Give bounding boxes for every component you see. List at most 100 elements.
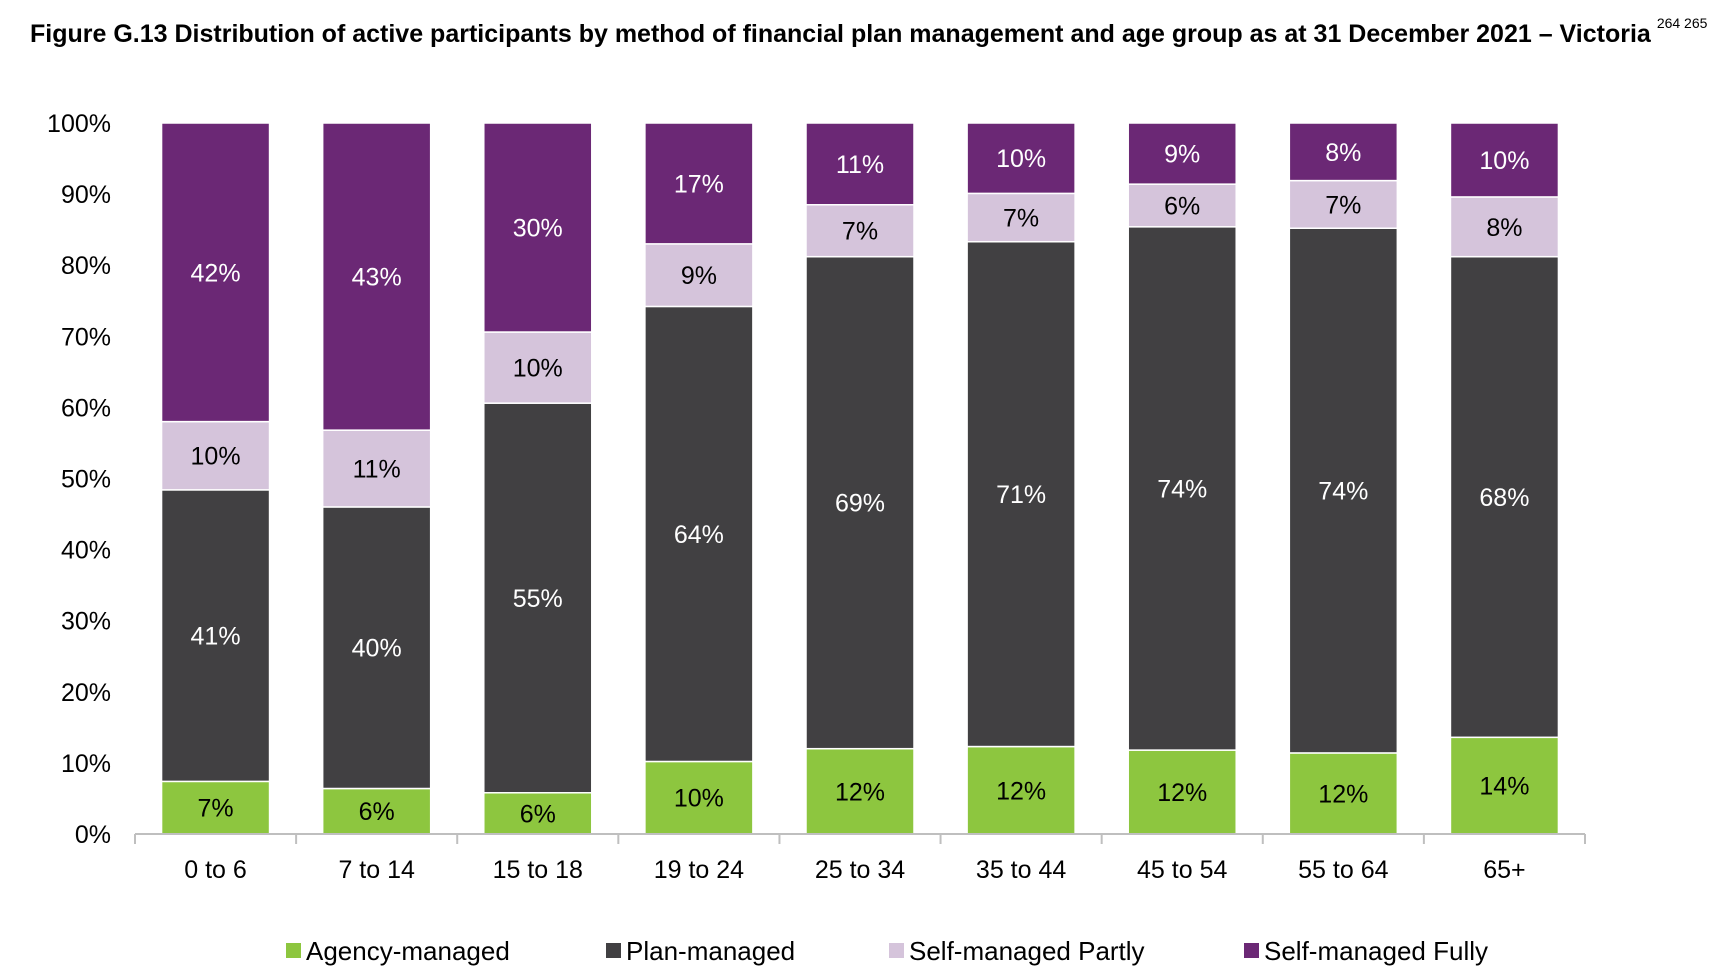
y-tick-label: 0% <box>75 821 111 849</box>
y-tick-label: 40% <box>61 537 111 565</box>
bar-segment <box>966 122 1076 195</box>
data-label: 30% <box>513 215 563 243</box>
x-tick-label: 19 to 24 <box>654 856 744 884</box>
legend-item: Agency-managed <box>286 936 510 966</box>
data-label: 6% <box>520 800 556 828</box>
legend-label: Self-managed Partly <box>909 936 1145 966</box>
bar-segment <box>966 240 1076 748</box>
data-label: 10% <box>674 785 724 813</box>
bar-segment <box>805 122 915 206</box>
bar-segment <box>483 402 593 794</box>
data-label: 11% <box>836 151 884 179</box>
bar-segment <box>966 745 1076 835</box>
bar-segment <box>805 204 915 258</box>
x-tick-label: 25 to 34 <box>815 856 905 884</box>
x-tick-label: 15 to 18 <box>493 856 583 884</box>
y-tick-label: 100% <box>47 110 111 138</box>
data-label: 74% <box>1318 478 1368 506</box>
bar-segment <box>160 489 271 783</box>
bars: 7% 41% 10% 42% 6% 40% 11% 43% 6% 55% 10% 30% 10% 64% 9… <box>160 122 1560 835</box>
x-tick-label: 65+ <box>1483 856 1525 884</box>
y-axis: 0% 10% 20% 30% 40% 50% 60% 70% 80% 90% 100% <box>47 110 111 849</box>
bar-segment <box>805 747 915 835</box>
bar-segment <box>483 331 593 404</box>
bar-segment <box>483 122 593 333</box>
bar-stack: 12% 74% 6% 9% <box>1127 122 1237 835</box>
data-label: 8% <box>1486 214 1522 242</box>
data-label: 74% <box>1157 475 1207 503</box>
bar-segment <box>160 780 271 835</box>
legend-swatch <box>606 943 621 958</box>
data-label: 55% <box>513 585 563 613</box>
data-label: 11% <box>353 456 401 484</box>
legend-swatch <box>889 943 904 958</box>
legend-item: Plan-managed <box>606 936 795 966</box>
data-label: 69% <box>835 490 885 518</box>
bar-stack: 12% 69% 7% 11% <box>805 122 915 835</box>
bar-stack: 12% 71% 7% 10% <box>966 122 1076 835</box>
data-label: 9% <box>1164 141 1200 169</box>
bar-stack: 6% 55% 10% 30% <box>483 122 593 835</box>
data-label: 7% <box>842 218 878 246</box>
bar-segment <box>321 506 432 790</box>
legend-label: Plan-managed <box>626 936 795 966</box>
data-label: 17% <box>674 170 724 198</box>
data-label: 41% <box>191 623 241 651</box>
bar-segment <box>1449 122 1560 198</box>
data-label: 14% <box>1479 773 1529 801</box>
legend: Agency-managed Plan-managed Self-managed P… <box>286 936 1488 966</box>
legend-item: Self-managed Partly <box>889 936 1145 966</box>
data-label: 10% <box>513 355 563 383</box>
x-tick-label: 55 to 64 <box>1298 856 1388 884</box>
data-label: 71% <box>996 481 1046 509</box>
bar-segment <box>644 122 754 245</box>
bar-segment <box>483 792 593 835</box>
data-label: 6% <box>359 798 395 826</box>
data-label: 10% <box>996 145 1046 173</box>
y-tick-label: 30% <box>61 608 111 636</box>
bar-stack: 10% 64% 9% 17% <box>644 122 754 835</box>
y-tick-label: 80% <box>61 252 111 280</box>
legend-swatch <box>286 943 301 958</box>
data-label: 6% <box>1164 192 1200 220</box>
bar-segment <box>805 255 915 750</box>
bar-segment <box>644 305 754 763</box>
data-label: 43% <box>352 264 402 292</box>
bar-segment <box>1288 227 1399 754</box>
data-label: 7% <box>1325 191 1361 219</box>
bar-segment <box>1288 122 1399 182</box>
data-label: 64% <box>674 521 724 549</box>
bar-segment <box>644 243 754 308</box>
y-tick-label: 70% <box>61 323 111 351</box>
data-label: 10% <box>191 443 241 471</box>
y-tick-label: 20% <box>61 679 111 707</box>
bar-segment <box>1127 183 1237 228</box>
x-tick-label: 35 to 44 <box>976 856 1066 884</box>
bar-segment <box>160 420 271 491</box>
figure-title: Figure G.13 Distribution of active parti… <box>30 6 1720 52</box>
bar-segment <box>966 192 1076 243</box>
x-tick-label: 7 to 14 <box>338 856 415 884</box>
y-tick-label: 10% <box>61 750 111 778</box>
bar-stack: 7% 41% 10% 42% <box>160 122 271 835</box>
x-axis: 0 to 6 7 to 14 15 to 18 19 to 24 25 to 34 35 … <box>134 833 1586 884</box>
data-label: 8% <box>1325 139 1361 167</box>
bar-stack: 14% 68% 8% 10% <box>1449 122 1560 835</box>
y-tick-label: 90% <box>61 181 111 209</box>
data-label: 7% <box>1003 205 1039 233</box>
legend-label: Agency-managed <box>306 936 510 966</box>
y-tick-label: 50% <box>61 466 111 494</box>
bar-segment <box>160 122 271 423</box>
bar-segment <box>1449 196 1560 258</box>
bar-segment <box>1127 122 1237 185</box>
figure-title-text: Figure G.13 Distribution of active parti… <box>30 20 1651 48</box>
x-tick-label: 0 to 6 <box>184 856 247 884</box>
bar-segment <box>644 760 754 835</box>
legend-item: Self-managed Fully <box>1244 936 1488 966</box>
bar-segment <box>1288 752 1399 835</box>
data-label: 12% <box>1318 780 1368 808</box>
bar-stack: 6% 40% 11% 43% <box>321 122 432 835</box>
bar-segment <box>1127 749 1237 835</box>
data-label: 12% <box>1157 779 1207 807</box>
